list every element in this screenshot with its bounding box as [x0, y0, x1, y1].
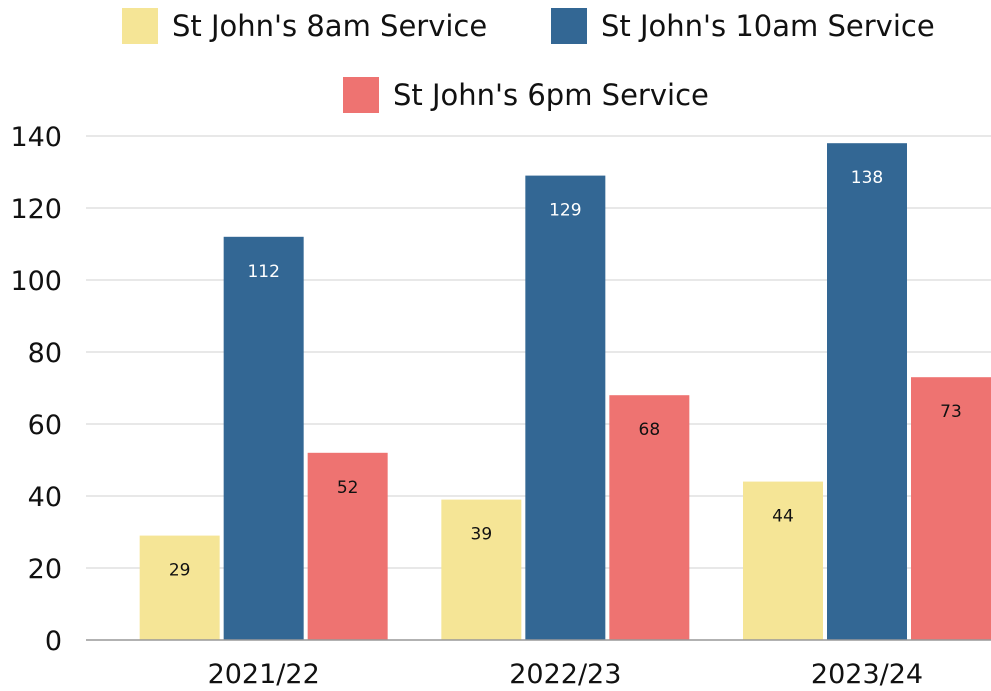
data-label: 29	[169, 561, 191, 581]
legend-swatch	[551, 8, 587, 44]
bar	[525, 175, 606, 640]
y-tick-label: 60	[28, 410, 62, 441]
bar	[743, 481, 823, 640]
y-axis: 0 20 40 60 80 100 120 140	[10, 122, 62, 657]
bar	[139, 535, 220, 640]
y-tick-label: 40	[28, 482, 62, 513]
bar	[307, 452, 388, 640]
y-tick-label: 80	[28, 338, 62, 369]
x-axis: 2021/22 2022/23 2023/24	[86, 639, 991, 690]
legend-label: St John's 6pm Service	[393, 78, 709, 112]
data-label: 138	[851, 168, 883, 188]
bar	[827, 143, 907, 640]
data-label: 129	[549, 201, 581, 221]
bar	[609, 395, 690, 640]
legend-swatch	[122, 8, 158, 44]
bar	[911, 377, 991, 640]
x-tick-label: 2023/24	[811, 659, 923, 690]
legend-label: St John's 8am Service	[172, 9, 487, 43]
legend-item: St John's 6pm Service	[343, 77, 709, 113]
data-label: 112	[247, 262, 279, 282]
y-tick-label: 20	[28, 554, 62, 585]
data-label: 73	[940, 402, 962, 422]
bar	[441, 499, 522, 640]
y-tick-label: 0	[45, 626, 62, 657]
bar	[223, 236, 304, 641]
x-tick-label: 2022/23	[509, 659, 621, 690]
y-tick-label: 100	[10, 266, 62, 297]
legend-item: St John's 8am Service	[122, 8, 487, 44]
y-tick-label: 120	[10, 194, 62, 225]
data-label: 39	[471, 525, 493, 545]
x-tick-label: 2021/22	[208, 659, 320, 690]
legend-swatch	[343, 77, 379, 113]
legend: St John's 8am Service St John's 10am Serv…	[122, 8, 935, 113]
legend-item: St John's 10am Service	[551, 8, 935, 44]
data-label: 68	[639, 420, 661, 440]
data-label: 52	[337, 478, 359, 498]
bars	[139, 143, 991, 641]
data-label: 44	[772, 507, 794, 527]
y-tick-label: 140	[10, 122, 62, 153]
data-labels: 29 112 52 39 129 68 44 138 73	[169, 168, 962, 580]
legend-label: St John's 10am Service	[601, 9, 935, 43]
